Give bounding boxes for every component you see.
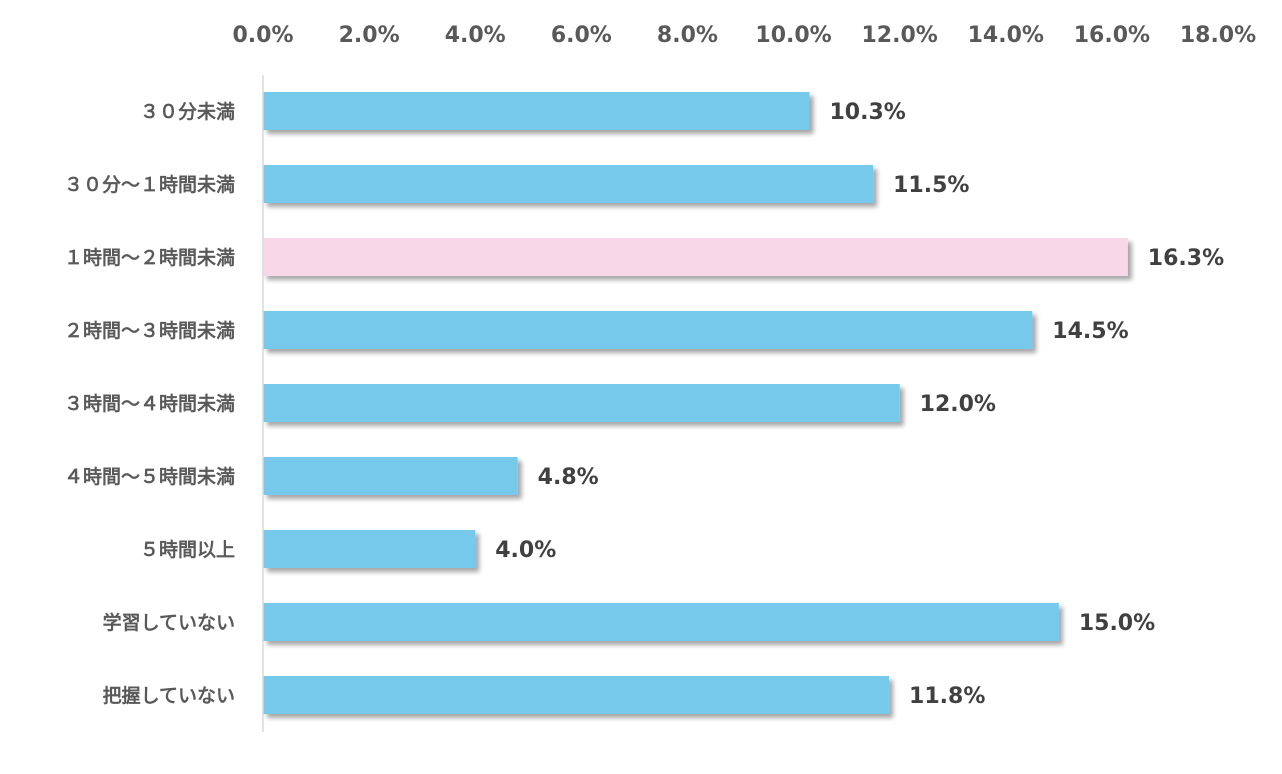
bar <box>263 457 518 495</box>
data-label: 15.0% <box>1079 611 1155 636</box>
x-axis-ticks: 0.0% 2.0% 4.0% 6.0% 8.0% 10.0% 12.0% 14.0% 16.0%… <box>232 23 1256 48</box>
x-tick-label: 8.0% <box>657 23 718 48</box>
category-label: １時間～２時間未満 <box>64 246 235 269</box>
bar <box>263 603 1059 641</box>
x-tick-label: 0.0% <box>232 23 293 48</box>
bar <box>263 676 890 714</box>
data-label: 4.0% <box>495 538 556 563</box>
bar <box>263 165 874 203</box>
category-label: ５時間以上 <box>140 539 235 561</box>
bar <box>263 238 1128 276</box>
category-label: ４時間～５時間未満 <box>64 465 235 488</box>
data-label: 16.3% <box>1148 246 1224 271</box>
data-label: 4.8% <box>538 465 599 490</box>
data-label: 10.3% <box>829 100 905 125</box>
x-tick-label: 16.0% <box>1074 23 1150 48</box>
bars <box>263 92 1128 714</box>
x-tick-label: 2.0% <box>339 23 400 48</box>
category-label: ３０分～１時間未満 <box>64 173 235 196</box>
data-label: 14.5% <box>1052 319 1128 344</box>
bar <box>263 530 476 568</box>
data-label: 11.5% <box>893 173 969 198</box>
x-tick-label: 18.0% <box>1180 23 1256 48</box>
x-tick-label: 10.0% <box>755 23 831 48</box>
x-tick-label: 14.0% <box>968 23 1044 48</box>
bar <box>263 311 1033 349</box>
x-tick-label: 4.0% <box>445 23 506 48</box>
category-label: ２時間～３時間未満 <box>64 319 235 342</box>
bar <box>263 384 900 422</box>
category-label: 学習していない <box>103 611 235 634</box>
x-tick-label: 12.0% <box>862 23 938 48</box>
category-label: ３時間～４時間未満 <box>64 392 235 415</box>
category-label: ３０分未満 <box>140 100 235 123</box>
x-tick-label: 6.0% <box>551 23 612 48</box>
category-label: 把握していない <box>103 684 235 707</box>
data-label: 12.0% <box>920 392 996 417</box>
bar <box>263 92 810 130</box>
data-label: 11.8% <box>909 684 985 709</box>
data-labels: 10.3% 11.5% 16.3% 14.5% 12.0% 4.8% 4.0% 15.0% 11… <box>495 100 1224 709</box>
category-labels: ３０分未満 ３０分～１時間未満 １時間～２時間未満 ２時間～３時間未満 ３時間～４時間未… <box>64 100 235 707</box>
